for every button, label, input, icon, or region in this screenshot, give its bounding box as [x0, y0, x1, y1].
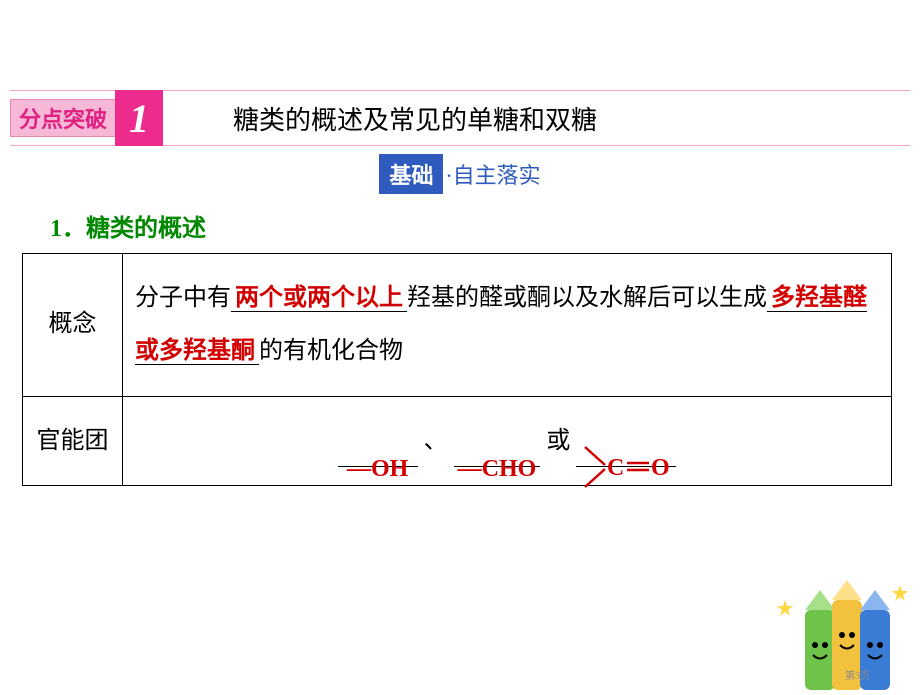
page-number: 第3页 — [845, 667, 870, 682]
table-row: 概念 分子中有两个或两个以上羟基的醛或酮以及水解后可以生成多羟基醛或多羟基酮的有… — [23, 254, 892, 397]
group-cell: —OH 、 —CHO 或 C O — [123, 396, 892, 486]
section-heading: 1．糖类的概述 — [50, 208, 910, 243]
group-cho: —CHO — [454, 456, 541, 482]
banner-row: 分点突破 1 糖类的概述及常见的单糖和双糖 — [10, 90, 910, 146]
blank-2: —CHO — [454, 443, 541, 467]
row-label-group: 官能团 — [23, 396, 123, 486]
blank-1: —OH — [338, 443, 418, 467]
blank-3: C O — [576, 443, 676, 467]
concept-p2: 羟基的醛或酮以及水解后可以生成 — [407, 285, 767, 311]
group-oh: —OH — [343, 456, 412, 482]
banner-number: 1 — [115, 90, 163, 146]
content-table: 概念 分子中有两个或两个以上羟基的醛或酮以及水解后可以生成多羟基醛或多羟基酮的有… — [22, 253, 892, 486]
sep1: 、 — [424, 428, 448, 454]
sep2: 或 — [546, 428, 570, 454]
concept-cell: 分子中有两个或两个以上羟基的醛或酮以及水解后可以生成多羟基醛或多羟基酮的有机化合… — [123, 254, 892, 397]
concept-p3: 的有机化合物 — [259, 338, 403, 364]
row-label-concept: 概念 — [23, 254, 123, 397]
banner-number-text: 1 — [129, 95, 149, 142]
banner-badge: 分点突破 — [10, 99, 116, 137]
banner-title: 糖类的概述及常见的单糖和双糖 — [233, 100, 597, 137]
carbonyl-o: O — [651, 455, 670, 481]
subtitle-row: 基础 ·自主落实 — [10, 154, 910, 194]
carbonyl-icon: C O — [581, 439, 671, 515]
banner-badge-text: 分点突破 — [19, 102, 107, 134]
concept-fill1: 两个或两个以上 — [231, 285, 407, 312]
slide-content: 分点突破 1 糖类的概述及常见的单糖和双糖 基础 ·自主落实 1．糖类的概述 概… — [10, 90, 910, 486]
subtitle-badge: 基础 — [379, 154, 443, 194]
subtitle-text: ·自主落实 — [445, 158, 540, 190]
table-row: 官能团 —OH 、 —CHO 或 C O — [23, 396, 892, 486]
concept-p1: 分子中有 — [135, 285, 231, 311]
carbonyl-c: C — [607, 455, 624, 481]
